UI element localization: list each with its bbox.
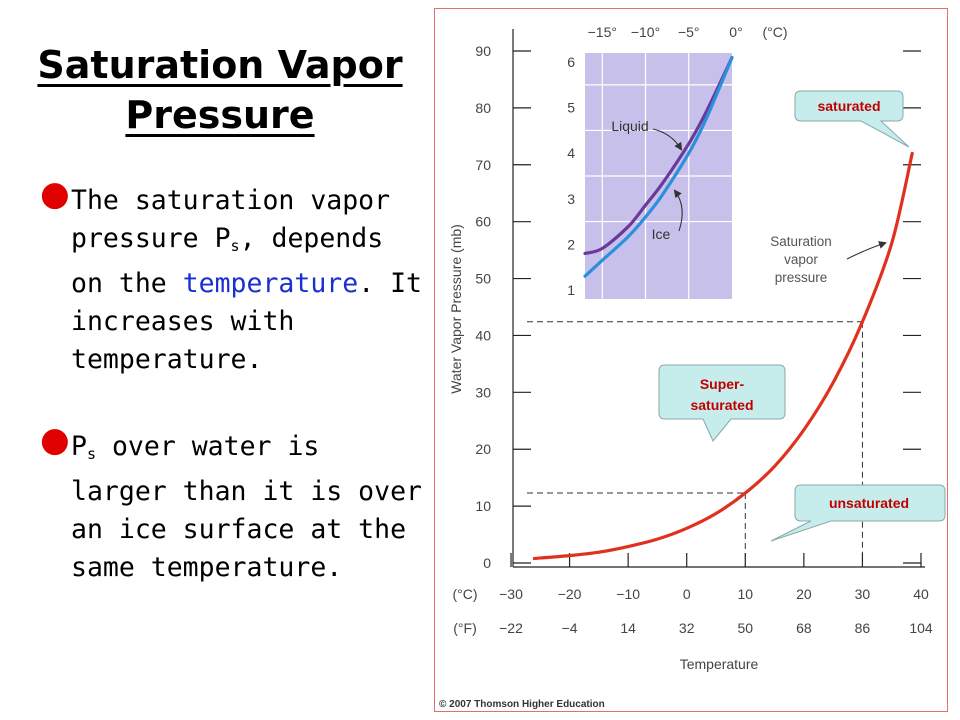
x-axis-label: Temperature — [680, 656, 759, 672]
x-unit-fahrenheit: (°F) — [453, 620, 476, 636]
x-tick-label-f: −22 — [499, 620, 523, 636]
title-line-1: Saturation Vapor — [37, 43, 403, 87]
inset-y-tick-label: 3 — [567, 191, 575, 207]
reference-lines — [527, 321, 863, 567]
x-unit-celsius: (°C) — [452, 586, 477, 602]
temperature-highlight: temperature — [182, 268, 359, 299]
chart-labels: Water Vapor Pressure (mb) Temperature (°… — [448, 24, 887, 672]
y-tick-label: 60 — [475, 214, 491, 230]
x-tick-label-f: −4 — [562, 620, 578, 636]
curve-label-arrow-icon — [846, 241, 887, 260]
inset-liquid-label: Liquid — [611, 118, 648, 134]
inset-x-tick-label: −15° — [588, 24, 617, 40]
x-tick-label-c: 20 — [796, 586, 812, 602]
x-tick-label-c: −20 — [558, 586, 582, 602]
curve-label: Saturation vapor pressure — [770, 234, 832, 285]
bullet-dot-icon: ● — [40, 420, 70, 460]
x-tick-label-c: 10 — [737, 586, 753, 602]
x-tick-label-c: −30 — [499, 586, 523, 602]
unsaturated-label: unsaturated — [829, 495, 909, 511]
y-axis-label: Water Vapor Pressure (mb) — [448, 224, 464, 394]
x-tick-label-f: 104 — [909, 620, 933, 636]
inset-ice-label: Ice — [652, 226, 671, 242]
supersaturated-label: Super-saturated — [690, 376, 753, 413]
y-tick-label: 10 — [475, 498, 491, 514]
x-tick-label-c: 0 — [683, 586, 691, 602]
inset-x-tick-label: 0° — [729, 24, 742, 40]
supersaturated-callout: Super-saturated — [658, 364, 786, 442]
x-tick-label-c: 40 — [913, 586, 929, 602]
vapor-pressure-figure: −15° −10° −5° 0° 1 2 3 4 5 6 0 10 20 30 40 50 60 70 80 90 −… — [434, 8, 948, 712]
x-tick-label-f: 68 — [796, 620, 812, 636]
unsaturated-callout: unsaturated — [770, 484, 946, 542]
inset-y-tick-label: 4 — [567, 145, 575, 161]
bullet-1-text: The saturation vapor pressure Ps, depend… — [71, 185, 423, 375]
saturated-callout: saturated — [794, 90, 910, 148]
saturated-label: saturated — [817, 98, 880, 114]
ice-arrow-icon — [673, 189, 683, 232]
y-tick-label: 70 — [475, 157, 491, 173]
liquid-arrow-icon — [652, 128, 683, 151]
y-tick-label: 30 — [475, 384, 491, 400]
main-series — [532, 151, 914, 561]
x-tick-label-f: 86 — [855, 620, 871, 636]
x-tick-label-f: 50 — [737, 620, 753, 636]
y-tick-label: 50 — [475, 271, 491, 287]
bullet-2: ● Ps over water is larger than it is ove… — [40, 420, 430, 587]
inset-grid: −15° −10° −5° 0° 1 2 3 4 5 6 — [567, 24, 743, 299]
y-tick-label: 20 — [475, 441, 491, 457]
y-tick-label: 40 — [475, 327, 491, 343]
inset-y-tick-label: 2 — [567, 236, 575, 252]
inset-x-tick-label: −5° — [678, 24, 700, 40]
y-tick-label: 0 — [483, 555, 491, 571]
inset-y-tick-label: 6 — [567, 54, 575, 70]
inset-x-unit: (°C) — [762, 24, 787, 40]
inset-y-tick-label: 1 — [567, 282, 575, 298]
inset-x-tick-label: −10° — [631, 24, 660, 40]
x-tick-label-f: 14 — [620, 620, 636, 636]
inset-y-tick-label: 5 — [567, 100, 575, 116]
main-ticks: 0102030405060708090−30−22−20−4−101403210… — [475, 43, 932, 636]
title-line-2: Pressure — [125, 93, 315, 137]
y-tick-label: 90 — [475, 43, 491, 59]
bullet-2-text: Ps over water is larger than it is over … — [71, 431, 422, 583]
bullet-1: ● The saturation vapor pressure Ps, depe… — [40, 174, 430, 379]
x-tick-label-f: 32 — [679, 620, 695, 636]
y-tick-label: 80 — [475, 100, 491, 116]
vapor-pressure-chart: −15° −10° −5° 0° 1 2 3 4 5 6 0 10 20 30 40 50 60 70 80 90 −… — [439, 24, 946, 710]
copyright-text: © 2007 Thomson Higher Education — [439, 699, 605, 710]
slide-title: Saturation Vapor Pressure — [20, 40, 420, 140]
bullet-dot-icon: ● — [40, 174, 70, 214]
saturation-curve — [532, 151, 914, 561]
inset-series — [583, 55, 734, 278]
x-tick-label-c: 30 — [855, 586, 871, 602]
x-tick-label-c: −10 — [616, 586, 640, 602]
inset-ice-curve — [583, 55, 734, 278]
inset-liquid-curve — [583, 55, 734, 256]
